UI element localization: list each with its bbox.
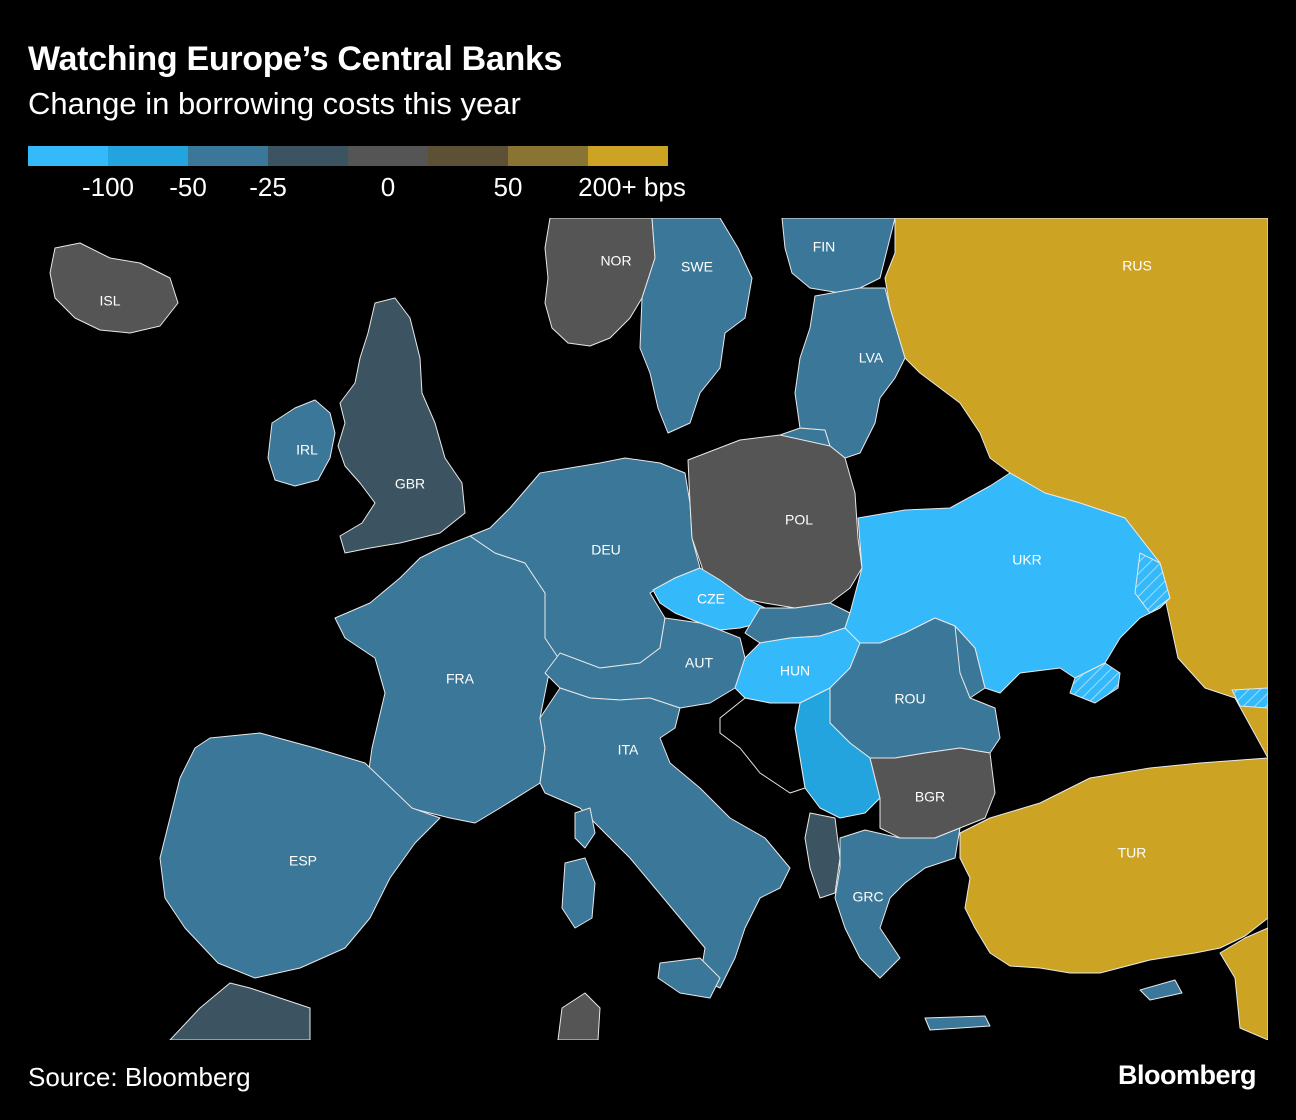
country-GRC-crete <box>924 1015 991 1031</box>
legend-swatch-2 <box>108 146 188 166</box>
country-label-pol: POL <box>785 512 813 528</box>
country-GRC <box>834 827 961 979</box>
legend-tick-minus25: -25 <box>249 172 287 202</box>
country-GBR <box>337 297 466 554</box>
country-MAR <box>169 982 311 1040</box>
country-ALB <box>804 812 841 899</box>
country-label-hun: HUN <box>780 663 810 679</box>
legend-swatch-3 <box>188 146 268 166</box>
country-TUR <box>959 757 1268 974</box>
country-DEU <box>469 457 701 669</box>
legend-swatch-8 <box>588 146 668 166</box>
country-label-swe: SWE <box>681 259 713 275</box>
legend-tick-50: 50 <box>493 172 523 202</box>
country-FRA-corsica <box>574 807 596 849</box>
country-label-tur: TUR <box>1118 845 1147 861</box>
country-label-aut: AUT <box>685 655 713 671</box>
country-LVA <box>794 287 906 459</box>
legend-swatch-1 <box>28 146 108 166</box>
country-ITA-sardinia <box>561 857 596 929</box>
country-ISL <box>49 242 179 334</box>
legend-swatch-5 <box>348 146 428 166</box>
country-ESP <box>159 732 441 979</box>
region-donbas <box>1134 552 1171 614</box>
country-IRL <box>267 399 336 487</box>
country-NOR <box>544 218 656 347</box>
country-label-isl: ISL <box>99 293 120 309</box>
region-crimea <box>1069 662 1121 704</box>
country-label-bgr: BGR <box>915 789 945 805</box>
legend-tick-zero: 0 <box>380 172 396 202</box>
country-label-esp: ESP <box>289 853 317 869</box>
country-label-fra: FRA <box>446 671 475 687</box>
country-ITA <box>539 687 791 989</box>
country-label-ukr: UKR <box>1012 552 1042 568</box>
legend-swatch-4 <box>268 146 348 166</box>
country-TUN <box>557 992 601 1040</box>
country-label-ita: ITA <box>618 742 639 758</box>
chart-title: Watching Europe’s Central Banks <box>28 40 563 78</box>
legend-swatch-7 <box>508 146 588 166</box>
chart-subtitle: Change in borrowing costs this year <box>28 86 521 121</box>
country-POL <box>687 434 863 609</box>
country-BGR <box>869 747 996 839</box>
country-label-cze: CZE <box>697 591 725 607</box>
legend-tick-200plus: 200+ bps <box>578 172 686 202</box>
color-legend <box>28 146 668 166</box>
country-FIN <box>781 218 896 294</box>
country-label-lva: LVA <box>859 350 884 366</box>
country-label-rou: ROU <box>894 691 925 707</box>
country-CYP <box>1139 979 1183 1001</box>
country-label-fin: FIN <box>813 239 836 255</box>
country-label-rus: RUS <box>1122 258 1152 274</box>
country-HRV <box>719 697 806 794</box>
country-label-grc: GRC <box>852 889 883 905</box>
country-ITA-sicily <box>657 957 721 999</box>
country-label-gbr: GBR <box>395 476 425 492</box>
region-caucasus <box>1231 687 1268 709</box>
legend-tick-minus50: -50 <box>169 172 207 202</box>
legend-swatch-6 <box>428 146 508 166</box>
source-note: Source: Bloomberg <box>28 1062 251 1092</box>
legend-tick-minus100: -100 <box>81 172 135 202</box>
country-SWE <box>639 218 753 434</box>
europe-map: ISL NOR SWE FIN RUS LVA IRL GBR DEU POL UKR CZE FRA A… <box>49 218 1268 1040</box>
country-label-nor: NOR <box>600 253 631 269</box>
country-label-irl: IRL <box>296 442 318 458</box>
bloomberg-logo: Bloomberg <box>1117 1060 1257 1090</box>
country-label-deu: DEU <box>591 542 621 558</box>
